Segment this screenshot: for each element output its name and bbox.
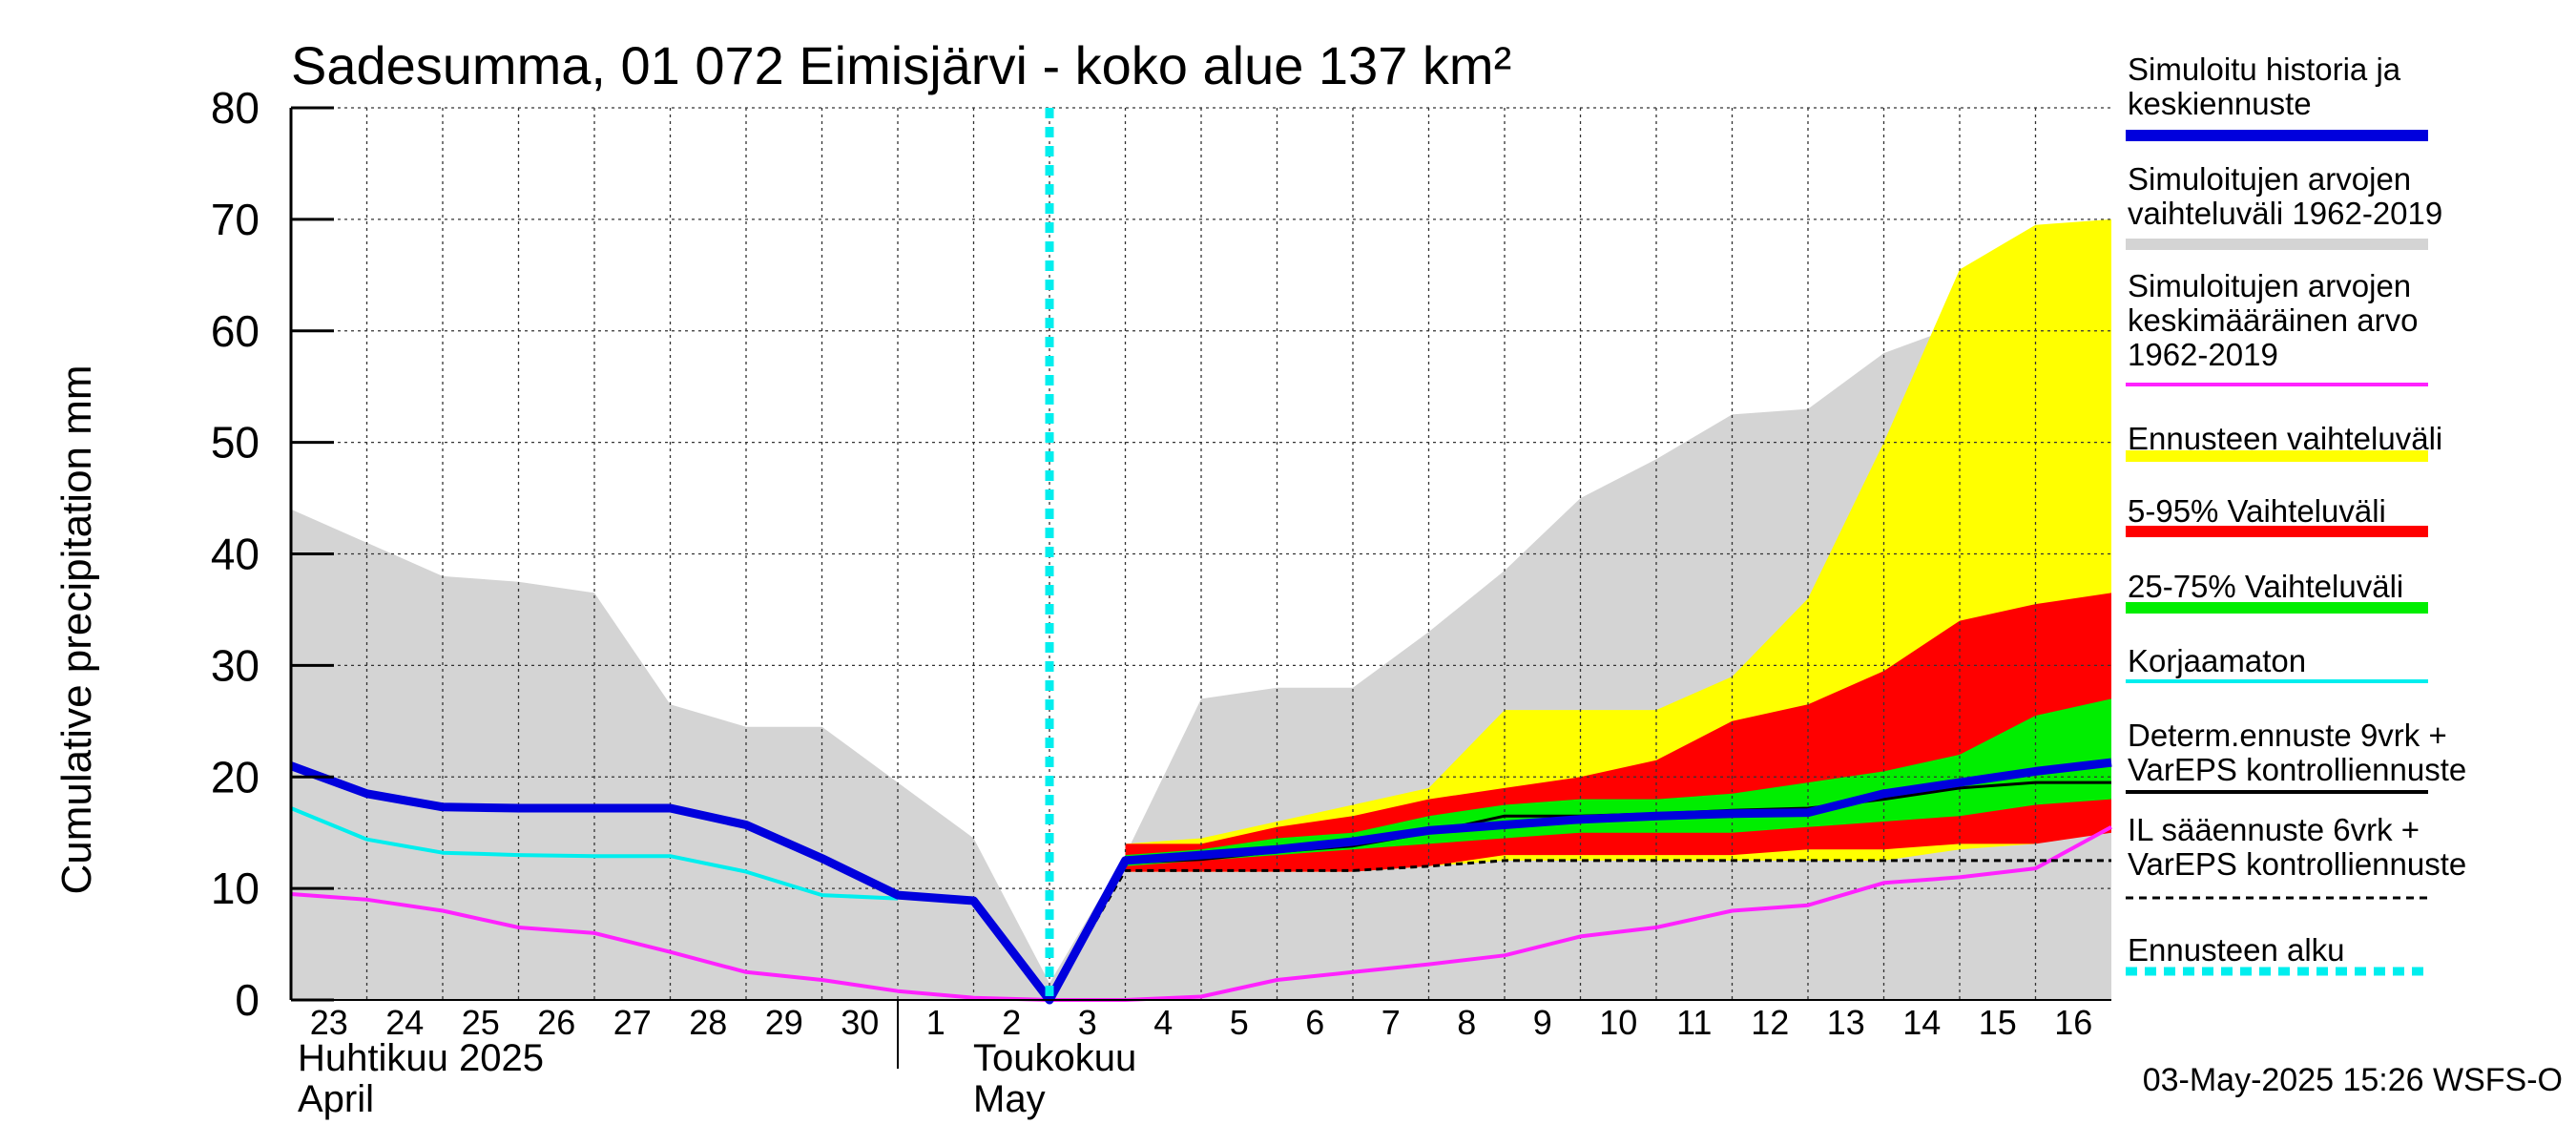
y-tick-label: 70 xyxy=(211,195,260,244)
historical-mean-line xyxy=(290,825,2112,1002)
x-tick-label: 4 xyxy=(1153,1003,1173,1042)
x-tick-label: 2 xyxy=(1002,1003,1021,1042)
x-tick-label: 27 xyxy=(613,1003,652,1042)
legend-label-forecast_start: Ennusteen alku xyxy=(2128,932,2345,968)
y-tick-label: 10 xyxy=(211,864,260,913)
y-axis-label: Cumulative precipitation mm xyxy=(53,364,100,894)
uncorrected-line xyxy=(290,806,899,901)
x-tick-label: 11 xyxy=(1676,1003,1712,1042)
plot-lines xyxy=(289,108,2112,1005)
legend-label-simulated_history: Simuloitu historia ja xyxy=(2128,52,2401,87)
legend-label-hist_mean: Simuloitujen arvojen xyxy=(2128,268,2411,303)
legend-label-p5_95: 5-95% Vaihteluväli xyxy=(2128,493,2386,529)
x-tick-label: 6 xyxy=(1305,1003,1324,1042)
x-tick-label: 16 xyxy=(2054,1003,2092,1042)
simulated-history-line xyxy=(289,758,2112,1005)
month-label-may-en: May xyxy=(973,1078,1046,1120)
y-tick-label: 60 xyxy=(211,306,260,356)
y-tick-label: 40 xyxy=(211,530,260,579)
legend-label-deterministic: Determ.ennuste 9vrk + xyxy=(2128,718,2447,753)
x-tick-label: 3 xyxy=(1078,1003,1097,1042)
y-tick-label: 20 xyxy=(211,752,260,802)
legend-label-forecast_range: Ennusteen vaihteluväli xyxy=(2128,421,2442,456)
y-tick-label: 50 xyxy=(211,418,260,468)
x-tick-label: 5 xyxy=(1230,1003,1249,1042)
legend-label-p25_75: 25-75% Vaihteluväli xyxy=(2128,569,2403,604)
month-label-april-en: April xyxy=(298,1078,374,1120)
month-label-april-fi: Huhtikuu 2025 xyxy=(298,1037,544,1079)
x-tick-label: 14 xyxy=(1902,1003,1941,1042)
x-tick-label: 13 xyxy=(1827,1003,1865,1042)
legend-label-deterministic: VarEPS kontrolliennuste xyxy=(2128,752,2466,787)
legend-label-hist_mean: 1962-2019 xyxy=(2128,337,2278,372)
month-label-may-fi: Toukokuu xyxy=(973,1037,1136,1079)
chart-title: Sadesumma, 01 072 Eimisjärvi - koko alue… xyxy=(291,35,1511,95)
x-tick-label: 1 xyxy=(926,1003,945,1042)
y-tick-label: 30 xyxy=(211,640,260,690)
legend-label-il_forecast: VarEPS kontrolliennuste xyxy=(2128,846,2466,882)
legend-label-hist_range: vaihteluväli 1962-2019 xyxy=(2128,196,2442,231)
x-tick-label: 24 xyxy=(385,1003,424,1042)
x-tick-label: 9 xyxy=(1533,1003,1552,1042)
legend-label-hist_mean: keskimääräinen arvo xyxy=(2128,302,2418,338)
x-tick-label: 26 xyxy=(537,1003,575,1042)
legend-label-il_forecast: IL sääennuste 6vrk + xyxy=(2128,812,2420,847)
y-tick-label: 80 xyxy=(211,83,260,133)
x-tick-label: 7 xyxy=(1381,1003,1401,1042)
x-tick-label: 28 xyxy=(689,1003,727,1042)
x-tick-label: 23 xyxy=(310,1003,348,1042)
y-tick-label: 0 xyxy=(235,975,260,1025)
timestamp: 03-May-2025 15:26 WSFS-O xyxy=(2143,1062,2563,1098)
x-tick-label: 8 xyxy=(1457,1003,1476,1042)
legend-label-simulated_history: keskiennuste xyxy=(2128,86,2312,121)
x-tick-label: 12 xyxy=(1751,1003,1789,1042)
legend-label-hist_range: Simuloitujen arvojen xyxy=(2128,161,2411,197)
x-tick-label: 25 xyxy=(462,1003,500,1042)
x-tick-label: 29 xyxy=(765,1003,803,1042)
grid xyxy=(291,107,2111,1000)
x-tick-label: 30 xyxy=(841,1003,879,1042)
x-tick-label: 15 xyxy=(1979,1003,2017,1042)
legend-label-uncorrected: Korjaamaton xyxy=(2128,643,2306,678)
x-tick-label: 10 xyxy=(1599,1003,1637,1042)
